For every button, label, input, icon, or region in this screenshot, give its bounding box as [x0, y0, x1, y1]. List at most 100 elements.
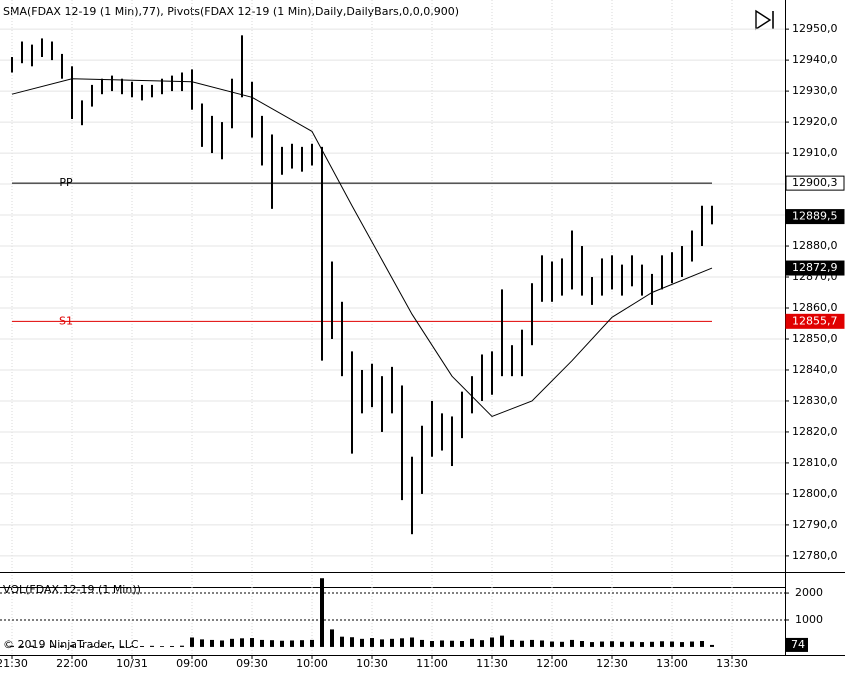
y-tick-label: 12930,0 [792, 84, 838, 97]
volume-bar [630, 641, 634, 647]
volume-bar [240, 638, 244, 647]
volume-bar [230, 638, 234, 647]
y-tick-label: 12850,0 [792, 332, 838, 345]
volume-bar [450, 640, 454, 647]
volume-bar [350, 637, 354, 647]
volume-bar [420, 639, 424, 647]
price-marker [785, 175, 845, 191]
volume-bar [480, 640, 484, 647]
volume-bar [140, 645, 144, 647]
volume-bar [270, 640, 274, 647]
volume-bar [320, 578, 324, 647]
volume-bar [510, 639, 514, 647]
pivot-label: S1 [59, 314, 73, 327]
y-tick-label: 12920,0 [792, 115, 838, 128]
x-tick-label: 13:30 [716, 657, 748, 670]
y-tick-label: 12780,0 [792, 549, 838, 562]
price-marker-label: 12889,5 [792, 210, 838, 223]
price-marker-label: 12900,3 [792, 176, 838, 189]
volume-bar [620, 641, 624, 647]
sma-line [11, 78, 713, 418]
volume-bar [330, 629, 334, 647]
volume-bar [50, 645, 54, 647]
volume-marker-label: 74 [791, 638, 805, 651]
x-tick-label: 12:30 [596, 657, 628, 670]
y-tick-label: 12830,0 [792, 394, 838, 407]
volume-bar [220, 640, 224, 647]
volume-bar [370, 638, 374, 647]
volume-bar [590, 642, 594, 647]
price-marker [785, 260, 845, 276]
x-tick-label: 09:00 [176, 657, 208, 670]
x-tick-label: 22:00 [56, 657, 88, 670]
volume-bar [300, 640, 304, 647]
volume-bar [580, 640, 584, 647]
copyright: © 2019 NinjaTrader, LLC [3, 638, 139, 651]
volume-bar [460, 640, 464, 647]
x-tick-label: 12:00 [536, 657, 568, 670]
volume-bar [710, 644, 714, 647]
volume-bar [520, 640, 524, 647]
scroll-icon[interactable] [755, 9, 774, 31]
volume-bar [80, 645, 84, 647]
volume-bar [660, 641, 664, 647]
volume-bar [70, 645, 74, 647]
volume-bar [700, 640, 704, 647]
price-marker-label: 12855,7 [792, 314, 838, 327]
volume-bar [640, 642, 644, 647]
y-tick-label: 12820,0 [792, 425, 838, 438]
y-tick-label: 1000 [795, 613, 823, 626]
volume-bar [170, 645, 174, 647]
y-tick-label: 12790,0 [792, 518, 838, 531]
volume-bar [380, 639, 384, 647]
volume-bar [360, 638, 364, 647]
x-tick-label: 11:30 [476, 657, 508, 670]
volume-bar [310, 639, 314, 647]
volume-bar [500, 635, 504, 647]
volume-bar [550, 641, 554, 647]
volume-bar [260, 639, 264, 647]
volume-bar [250, 638, 254, 647]
x-tick-label: 10:30 [356, 657, 388, 670]
volume-bar [390, 638, 394, 647]
volume-bar [530, 639, 534, 647]
x-tick-label: 10:00 [296, 657, 328, 670]
pivot-label: PP [59, 176, 73, 189]
x-tick-label: 21:30 [0, 657, 28, 670]
volume-bar [100, 645, 104, 647]
volume-bar [670, 641, 674, 647]
volume-bar [60, 645, 64, 647]
volume-bar [610, 641, 614, 647]
volume-bar [40, 646, 44, 647]
y-tick-label: 12940,0 [792, 53, 838, 66]
volume-bar [200, 639, 204, 647]
volume-bar [210, 639, 214, 647]
volume-bar [130, 646, 134, 647]
volume-bar [440, 640, 444, 647]
volume-bar [10, 645, 14, 647]
volume-marker [786, 637, 808, 652]
x-tick-label: 09:30 [236, 657, 268, 670]
price-marker-label: 12872,9 [792, 261, 838, 274]
y-tick-label: 12880,0 [792, 239, 838, 252]
chart-title: SMA(FDAX 12-19 (1 Min),77), Pivots(FDAX … [3, 5, 459, 18]
volume-bar [90, 646, 94, 647]
x-tick-label: 13:00 [656, 657, 688, 670]
volume-bar [110, 645, 114, 647]
volume-bar [690, 641, 694, 647]
volume-bar [400, 638, 404, 647]
volume-bar [410, 637, 414, 647]
volume-bar [570, 639, 574, 647]
y-tick-label: 12910,0 [792, 146, 838, 159]
price-marker [785, 313, 845, 329]
volume-bar [120, 646, 124, 647]
price-marker [785, 209, 845, 225]
volume-bar [280, 640, 284, 647]
volume-bar [30, 645, 34, 647]
volume-bar [430, 640, 434, 647]
volume-bar [650, 641, 654, 647]
x-tick-label: 11:00 [416, 657, 448, 670]
volume-bar [490, 637, 494, 647]
volume-bar [600, 641, 604, 647]
